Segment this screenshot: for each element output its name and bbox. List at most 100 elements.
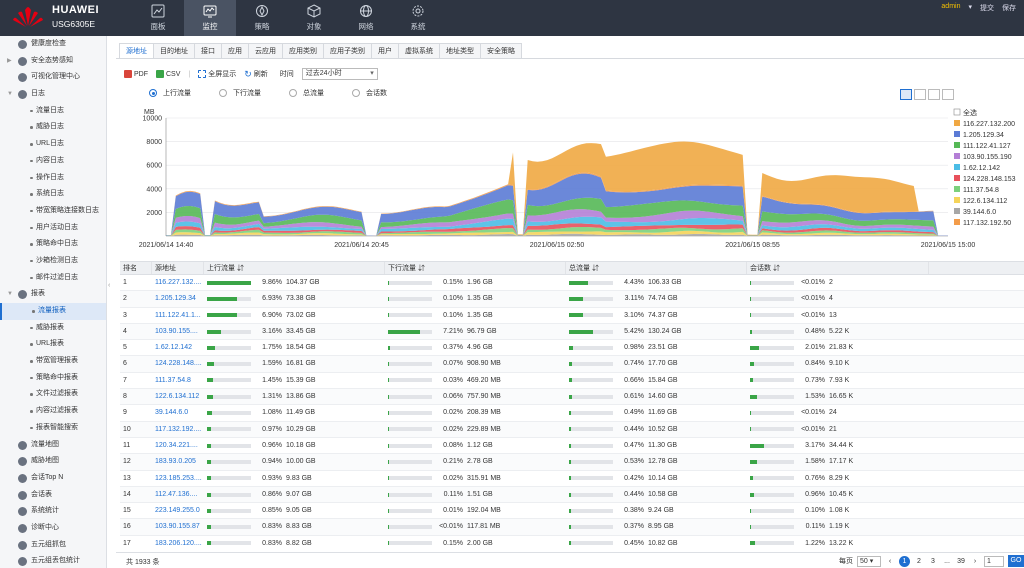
sidebar-item[interactable]: URL日志 — [0, 136, 106, 153]
user-menu[interactable]: admin — [941, 3, 961, 10]
tab[interactable]: 用户 — [371, 43, 398, 59]
tab[interactable]: 虚拟系统 — [398, 43, 439, 59]
bar-chart-toggle[interactable] — [928, 89, 940, 100]
sidebar-item[interactable]: 五元组抓包 — [0, 537, 106, 554]
page-2[interactable]: 2 — [917, 557, 921, 565]
sidebar-item[interactable]: 沙箱检测日志 — [0, 253, 106, 270]
table-row[interactable]: 11 120.34.221.... 0.96% 10.18 GB 0.08% 1.12 G… — [120, 438, 1024, 455]
source-address-link[interactable]: 117.132.192.... — [155, 425, 202, 433]
per-page-select[interactable]: 50 ▾ — [857, 555, 881, 567]
user-dropdown-icon[interactable]: ▾ — [968, 4, 972, 11]
collapsed-arrow-icon[interactable]: ▶ — [7, 57, 12, 64]
sidebar-item[interactable]: 系统日志 — [0, 186, 106, 203]
col-downstream[interactable]: 下行流量 ⇵ — [385, 262, 566, 274]
sidebar-item[interactable]: 策略命中日志 — [0, 236, 106, 253]
sidebar-item[interactable]: 内容日志 — [0, 153, 106, 170]
commit-button[interactable]: 提交 — [980, 5, 994, 12]
expanded-arrow-icon[interactable]: ▼ — [7, 91, 13, 98]
table-row[interactable]: 17 183.206.120.... 0.83% 8.82 GB 0.15% 2.00 G… — [120, 536, 1024, 551]
sidebar-item[interactable]: 策略命中报表 — [0, 370, 106, 387]
nav-dashboard[interactable]: 面板 — [132, 0, 184, 36]
legend-swatch[interactable] — [954, 208, 960, 214]
sidebar-item[interactable]: 会话Top N — [0, 470, 106, 487]
sidebar-item[interactable]: ▶ 安全态势感知 — [0, 53, 106, 70]
legend-swatch[interactable] — [954, 120, 960, 126]
source-address-link[interactable]: 111.37.54.8 — [155, 376, 191, 384]
table-row[interactable]: 9 39.144.6.0 1.08% 11.49 GB 0.02% 208.39 MB 0.… — [120, 405, 1024, 422]
source-address-link[interactable]: 183.206.120.... — [155, 539, 202, 547]
metric-radio[interactable]: 总流量 — [289, 88, 324, 98]
go-button[interactable]: GO — [1008, 555, 1024, 567]
next-page-button[interactable]: › — [973, 557, 977, 565]
nav-monitor[interactable]: 监控 — [184, 0, 236, 36]
table-row[interactable]: 12 183.93.0.205 0.94% 10.00 GB 0.21% 2.78 GB 0… — [120, 454, 1024, 471]
time-range-select[interactable]: 过去24小时 — [301, 68, 378, 80]
metric-radio[interactable]: 上行流量 — [149, 88, 191, 98]
table-row[interactable]: 8 122.6.134.112 1.31% 13.86 GB 0.06% 757.90 M… — [120, 389, 1024, 406]
sidebar-item[interactable]: ▼ 报表 — [0, 286, 106, 303]
metric-radio[interactable]: 下行流量 — [219, 88, 261, 98]
legend-select-all-checkbox[interactable] — [953, 108, 961, 116]
table-row[interactable]: 2 1.205.129.34 6.93% 73.38 GB 0.10% 1.35 GB 3.… — [120, 291, 1024, 308]
source-address-link[interactable]: 112.47.136.... — [155, 490, 198, 498]
export-pdf-button[interactable]: PDF — [124, 70, 148, 78]
legend-swatch[interactable] — [954, 142, 960, 148]
sidebar-item[interactable]: 带宽管理报表 — [0, 353, 106, 370]
metric-radio[interactable]: 会话数 — [352, 88, 387, 98]
sidebar-item[interactable]: 威胁地图 — [0, 453, 106, 470]
fullscreen-button[interactable]: 全屏显示 — [198, 69, 236, 79]
source-address-link[interactable]: 120.34.221.... — [155, 441, 198, 449]
nav-object[interactable]: 对象 — [288, 0, 340, 36]
prev-page-button[interactable]: ‹ — [888, 557, 892, 565]
sidebar-item[interactable]: 五元组丢包统计 — [0, 553, 106, 568]
source-address-link[interactable]: 103.90.155.87 — [155, 523, 200, 531]
tab[interactable]: 应用 — [221, 43, 248, 59]
sidebar-item[interactable]: 流量日志 — [0, 103, 106, 120]
source-address-link[interactable]: 123.185.253.... — [155, 474, 202, 482]
tab[interactable]: 应用子类别 — [323, 43, 371, 59]
sidebar-item[interactable]: ▼ 日志 — [0, 86, 106, 103]
source-address-link[interactable]: 122.6.134.112 — [155, 393, 200, 401]
legend-swatch[interactable] — [954, 131, 960, 137]
page-3[interactable]: 3 — [931, 557, 935, 565]
jump-page-input[interactable]: 1 — [984, 555, 1004, 567]
sidebar-item[interactable]: 流量地图 — [0, 437, 106, 454]
source-address-link[interactable]: 1.62.12.142 — [155, 344, 192, 352]
legend-swatch[interactable] — [954, 219, 960, 225]
table-row[interactable]: 6 124.228.148.... 1.59% 16.81 GB 0.07% 908.90… — [120, 356, 1024, 373]
table-row[interactable]: 3 111.122.41.1... 6.90% 73.02 GB 0.10% 1.35 G… — [120, 308, 1024, 324]
sidebar-item[interactable]: 威胁报表 — [0, 320, 106, 337]
tab[interactable]: 源地址 — [119, 43, 153, 59]
source-address-link[interactable]: 183.93.0.205 — [155, 458, 196, 466]
source-address-link[interactable]: 103.90.155.... — [155, 327, 198, 335]
legend-swatch[interactable] — [954, 153, 960, 159]
table-row[interactable]: 5 1.62.12.142 1.75% 18.54 GB 0.37% 4.96 GB 0.9… — [120, 340, 1024, 357]
legend-swatch[interactable] — [954, 197, 960, 203]
sidebar-item[interactable]: 文件过滤报表 — [0, 386, 106, 403]
area-chart-toggle[interactable] — [900, 89, 912, 100]
table-row[interactable]: 13 123.185.253.... 0.93% 9.83 GB 0.02% 315.91… — [120, 471, 1024, 487]
sidebar-item[interactable]: 操作日志 — [0, 170, 106, 187]
pie-chart-toggle[interactable] — [942, 89, 954, 100]
tab[interactable]: 接口 — [194, 43, 221, 59]
export-csv-button[interactable]: CSV — [156, 70, 180, 78]
source-address-link[interactable]: 39.144.6.0 — [155, 409, 189, 417]
source-address-link[interactable]: 111.122.41.1... — [155, 311, 201, 319]
table-row[interactable]: 1 116.227.132.... 9.86% 104.37 GB 0.15% 1.96 … — [120, 275, 1024, 292]
sidebar-item[interactable]: 带宽策略连接数日志 — [0, 203, 106, 220]
col-rank[interactable]: 排名 — [120, 262, 152, 274]
save-button[interactable]: 保存 — [1002, 5, 1016, 12]
legend-swatch[interactable] — [954, 186, 960, 192]
table-row[interactable]: 4 103.90.155.... 3.16% 33.45 GB 7.21% 96.79 G… — [120, 323, 1024, 341]
sidebar-item[interactable]: 诊断中心 — [0, 520, 106, 537]
line-chart-toggle[interactable] — [914, 89, 926, 100]
source-address-link[interactable]: 1.205.129.34 — [155, 295, 196, 303]
source-address-link[interactable]: 124.228.148.... — [155, 360, 202, 368]
col-sessions[interactable]: 会话数 ⇵ — [747, 262, 929, 274]
source-address-link[interactable]: 116.227.132.... — [155, 279, 202, 286]
tab[interactable]: 安全策略 — [480, 43, 522, 59]
source-address-link[interactable]: 223.149.255.0 — [155, 507, 200, 515]
table-row[interactable]: 14 112.47.136.... 0.86% 9.07 GB 0.11% 1.51 GB… — [120, 486, 1024, 504]
page-1[interactable]: 1 — [899, 555, 910, 567]
sidebar-item[interactable]: 内容过滤报表 — [0, 403, 106, 420]
